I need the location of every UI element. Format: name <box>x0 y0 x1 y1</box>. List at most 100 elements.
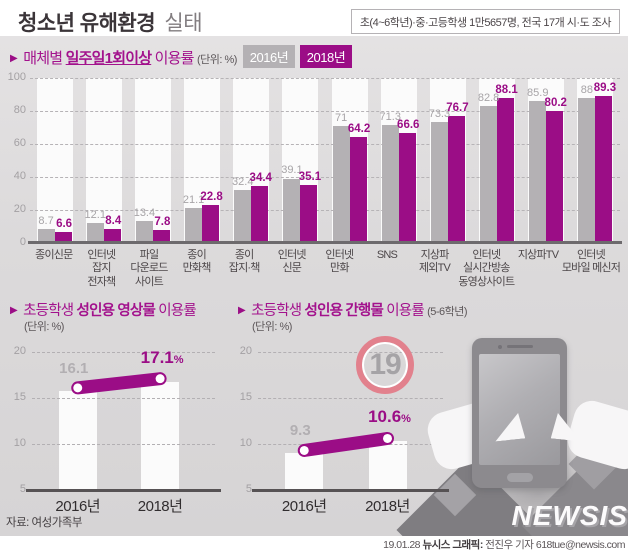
y-tick-label: 10 <box>13 437 26 449</box>
main-chart-baseline <box>28 241 622 244</box>
baseline <box>252 489 449 492</box>
bar-2016 <box>135 220 153 243</box>
bar-value-2016: 8.7 <box>38 214 54 227</box>
bar-value-2018: 76.7 <box>446 102 469 115</box>
video-unit-label: (단위: %) <box>24 321 64 333</box>
gridline <box>30 177 620 178</box>
gridline <box>30 78 620 79</box>
print-grade-note: (5-6학년) <box>427 306 468 318</box>
legend-2016: 2016년 <box>243 45 295 68</box>
bar-2016 <box>430 122 448 243</box>
bar-2016 <box>529 101 547 243</box>
legend: 2016년 2018년 <box>243 45 352 68</box>
category-label: 종이 잡지·책 <box>228 249 261 275</box>
bar-2016 <box>480 106 498 243</box>
page-title: 청소년 유해환경 실태 <box>18 7 203 37</box>
gridline <box>258 398 443 399</box>
point-value-2018: 10.6% <box>368 407 411 427</box>
print-title-post: 이용률 <box>386 303 424 319</box>
bar-value-2018: 7.8 <box>154 216 171 229</box>
bar-value-2016: 73.3 <box>428 108 451 121</box>
baseline <box>26 489 221 492</box>
category-label: 인터넷 신문 <box>277 249 307 275</box>
bar-value-2016: 21.1 <box>182 194 205 207</box>
bar-2016 <box>86 223 104 243</box>
bar-value-2018: 22.8 <box>200 191 223 204</box>
source-label: 자료: 여성가족부 <box>6 517 82 529</box>
category-label: 종이신문 <box>35 249 73 261</box>
y-tick-label: 80 <box>13 104 26 116</box>
category-band <box>85 78 122 243</box>
credit-date: 19.01.28 <box>383 539 421 551</box>
y-tick-label: 0 <box>19 236 26 248</box>
page-title-strong: 청소년 유해환경 <box>18 12 156 35</box>
adult-19-badge-text: 19 <box>369 348 401 381</box>
point-value-2018: 17.1% <box>140 347 184 367</box>
trend-line <box>297 431 394 457</box>
y-tick-label: 5 <box>245 483 252 495</box>
bar-2016 <box>283 178 301 243</box>
main-title-post: 이용률 <box>154 50 195 67</box>
value-column <box>141 381 180 490</box>
header: 청소년 유해환경 실태 초(4~6학년)·중·고등학생 1만5657명, 전국 … <box>0 0 628 36</box>
section-bullet-icon: ▶ <box>10 305 18 316</box>
bar-value-2016: 85.9 <box>527 87 549 100</box>
tablet-hands-illustration: NEWSIS <box>396 330 628 552</box>
y-tick-label: 100 <box>7 71 26 83</box>
gridline <box>258 352 443 353</box>
category-band <box>134 78 171 243</box>
x-tick-label: 2016년 <box>55 498 101 515</box>
y-tick-label: 20 <box>13 345 26 357</box>
bar-value-2016: 82.8 <box>477 92 500 105</box>
category-label: 인터넷 실시간방송 동영상사이트 <box>458 249 515 288</box>
video-title-pre: 초등학생 <box>23 303 74 319</box>
main-title-underline: 일주일1회이상 <box>65 50 152 67</box>
value-column <box>368 441 407 490</box>
bar-value-2018: 88.1 <box>495 83 518 96</box>
bar-value-2018: 6.6 <box>56 218 73 231</box>
bar-2018 <box>152 230 170 243</box>
gridline <box>32 398 215 399</box>
newsis-watermark: NEWSIS <box>511 500 628 531</box>
section-bullet-icon: ▶ <box>10 53 18 64</box>
bar-2018 <box>497 97 515 243</box>
bar-value-2018: 66.6 <box>397 119 420 132</box>
adult-19-badge-icon: 19 <box>356 336 414 394</box>
point-value-2016: 9.3 <box>289 422 311 440</box>
category-label: 종이 만화책 <box>182 249 212 275</box>
category-label: SNS <box>376 249 398 261</box>
bar-2016 <box>37 228 55 243</box>
y-tick-label: 10 <box>239 437 252 449</box>
print-chart-title: ▶ 초등학생 성인용 간행물 이용률 (5-6학년) <box>238 299 468 320</box>
y-tick-label: 60 <box>13 137 26 149</box>
bar-2018 <box>202 205 220 243</box>
trend-line <box>71 372 167 395</box>
main-bar-chart: 8.7 6.6 12.1 8.4 13.4 7.8 21.1 22.8 32.4 34.4 39.1… <box>30 78 620 243</box>
survey-note: 초(4~6학년)·중·고등학생 1만5657명, 전국 17개 시·도 조사 <box>350 9 620 34</box>
category-band <box>36 78 73 243</box>
bar-value-2016: 32.4 <box>232 175 254 188</box>
credit-label: 뉴시스 그래픽: <box>422 539 483 551</box>
video-title-post: 이용률 <box>158 303 196 319</box>
video-chart-title: ▶ 초등학생 성인용 영상물 이용률 <box>10 299 197 320</box>
gridline <box>32 352 215 353</box>
bar-2018 <box>546 110 564 243</box>
main-unit-label: (단위: %) <box>196 54 237 66</box>
main-chart-category-labels: 종이신문 인터넷 잡지 전자책 파일 다운로드 사이트 종이 만화책 종이 잡지·책 인터넷 신문 인터넷… <box>30 249 621 289</box>
bar-value-2016: 13.4 <box>133 206 156 219</box>
video-line-chart: 16.1 17.1% <box>26 348 221 492</box>
bar-value-2018: 34.4 <box>249 172 272 185</box>
bar-2016 <box>381 125 399 243</box>
gridline <box>30 210 620 211</box>
bar-value-2016: 39.1 <box>281 164 303 177</box>
category-label: 파일 다운로드 사이트 <box>130 249 168 288</box>
tablet-camera-dot <box>498 345 502 349</box>
bar-value-2016: 12.1 <box>84 209 106 222</box>
bar-2018 <box>300 185 318 243</box>
bar-2018 <box>447 116 465 243</box>
bar-2016 <box>578 97 596 243</box>
y-tick-label: 5 <box>19 483 26 495</box>
gridline <box>32 444 215 445</box>
tablet-icon <box>472 338 567 488</box>
